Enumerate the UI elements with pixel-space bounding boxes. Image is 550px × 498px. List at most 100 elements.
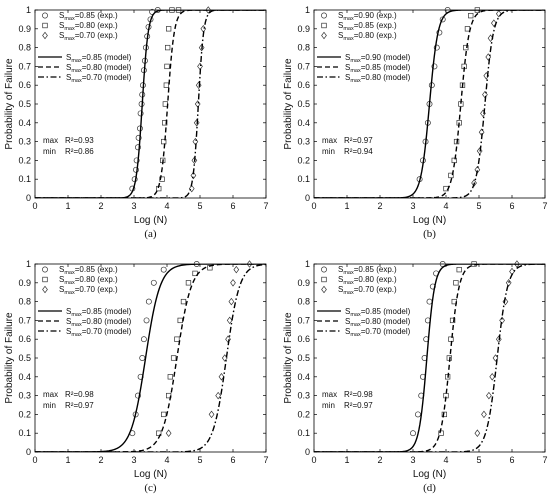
data-point — [410, 430, 416, 437]
legend-marker — [321, 12, 327, 19]
data-point — [145, 298, 152, 305]
x-axis-label: Log (N) — [413, 215, 446, 226]
stat-value: R²=0.97 — [344, 401, 373, 410]
y-tick-label: 0 — [305, 193, 310, 203]
x-tick-label: 5 — [476, 201, 481, 211]
x-tick-label: 5 — [476, 455, 481, 465]
model-curve — [35, 10, 266, 198]
data-point — [218, 373, 225, 381]
y-tick-label: 0.5 — [297, 353, 310, 363]
legend-marker — [321, 276, 327, 283]
data-point — [505, 279, 512, 287]
data-point — [486, 391, 492, 400]
y-tick-label: 0.4 — [18, 372, 31, 382]
x-tick-label: 6 — [230, 455, 235, 465]
y-tick-label: 0.4 — [297, 372, 310, 382]
legend-marker — [321, 285, 327, 294]
model-curve — [35, 10, 266, 198]
legend-label: Smax=0.80 (exp.) — [59, 21, 118, 32]
data-point — [191, 156, 198, 165]
data-point — [192, 270, 198, 277]
data-point — [439, 16, 446, 23]
x-tick-label: 2 — [377, 201, 382, 211]
chart-panel: 0 1 2 3 4 5 6 7 0 0.1 0.2 0.3 0.4 0.5 0.6 0.7 0.8 0.9 1 Log… — [4, 5, 269, 240]
legend-marker — [42, 12, 48, 19]
legend-label: Smax=0.85 (exp.) — [59, 11, 118, 22]
stat-value: R²=0.98 — [65, 390, 94, 399]
model-curve — [314, 264, 545, 452]
stat-label: min — [322, 147, 335, 156]
legend-label: Smax=0.85 (model) — [66, 307, 132, 318]
data-point — [453, 138, 460, 145]
data-point — [495, 335, 502, 343]
data-point — [436, 29, 443, 36]
data-point — [140, 336, 147, 343]
y-tick-label: 0 — [26, 193, 31, 203]
x-tick-label: 3 — [410, 201, 415, 211]
data-point — [156, 430, 162, 436]
stat-label: min — [322, 401, 335, 410]
legend-label: Smax=0.80 (model) — [345, 317, 411, 328]
data-point — [143, 317, 150, 324]
x-tick-label: 4 — [443, 455, 448, 465]
x-tick-label: 2 — [98, 455, 103, 465]
y-tick-label: 0.7 — [297, 61, 310, 71]
data-point — [164, 63, 170, 70]
y-tick-label: 0.8 — [297, 297, 310, 307]
data-point — [448, 172, 454, 179]
legend-marker — [321, 22, 327, 29]
fit-stats: max R²=0.98 min R²=0.97 — [43, 390, 94, 410]
y-tick-label: 0.3 — [297, 137, 310, 147]
data-point — [167, 374, 173, 380]
data-point — [456, 266, 462, 273]
data-point — [150, 279, 157, 286]
x-tick-label: 5 — [197, 455, 202, 465]
data-point — [474, 429, 481, 437]
y-tick-label: 1 — [305, 259, 310, 269]
data-point — [185, 280, 192, 286]
x-tick-label: 4 — [164, 201, 169, 211]
x-axis-label: Log (N) — [413, 469, 446, 480]
y-tick-label: 0.1 — [297, 174, 310, 184]
stat-label: max — [322, 136, 337, 145]
data-point — [163, 82, 169, 88]
legend-label: Smax=0.85 (exp.) — [338, 21, 397, 32]
stat-value: R²=0.97 — [344, 136, 373, 145]
y-axis-label: Probability of Failure — [283, 58, 294, 150]
legend-marker — [42, 31, 48, 40]
x-tick-label: 4 — [164, 455, 169, 465]
legend: Smax=0.85 (exp.)Smax=0.80 (exp.)Smax=0.7… — [38, 265, 132, 338]
data-point — [133, 157, 140, 164]
data-point — [489, 373, 496, 381]
data-point — [195, 81, 202, 89]
y-tick-label: 0.1 — [297, 428, 310, 438]
chart-panel: 0 1 2 3 4 5 6 7 0 0.1 0.2 0.3 0.4 0.5 0.6 0.7 0.8 0.9 1 Log… — [283, 5, 548, 240]
x-tick-label: 3 — [410, 455, 415, 465]
stat-label: max — [43, 390, 58, 399]
stat-label: min — [43, 401, 56, 410]
x-tick-label: 0 — [311, 455, 316, 465]
x-tick-label: 2 — [377, 455, 382, 465]
y-tick-label: 0 — [26, 447, 31, 457]
fit-stats: max R²=0.97 min R²=0.94 — [322, 136, 373, 156]
y-tick-label: 0.7 — [18, 61, 31, 71]
data-point — [230, 279, 236, 287]
data-point — [161, 411, 167, 418]
y-tick-label: 0.1 — [18, 428, 31, 438]
data-point — [188, 184, 195, 193]
data-point — [415, 411, 421, 418]
legend: Smax=0.90 (exp.)Smax=0.85 (exp.)Smax=0.8… — [317, 11, 411, 84]
legend-label: Smax=0.85 (model) — [345, 63, 411, 74]
y-tick-label: 1 — [305, 5, 310, 15]
y-tick-label: 0 — [305, 447, 310, 457]
legend-label: Smax=0.70 (exp.) — [59, 285, 118, 296]
model-curve — [314, 10, 545, 198]
y-tick-label: 0.6 — [18, 80, 31, 90]
legend-label: Smax=0.80 (exp.) — [338, 31, 397, 42]
stat-label: min — [43, 147, 56, 156]
stat-value: R²=0.98 — [344, 390, 373, 399]
data-point — [193, 119, 200, 127]
legend-label: Smax=0.85 (exp.) — [338, 265, 397, 276]
data-point — [481, 410, 487, 419]
